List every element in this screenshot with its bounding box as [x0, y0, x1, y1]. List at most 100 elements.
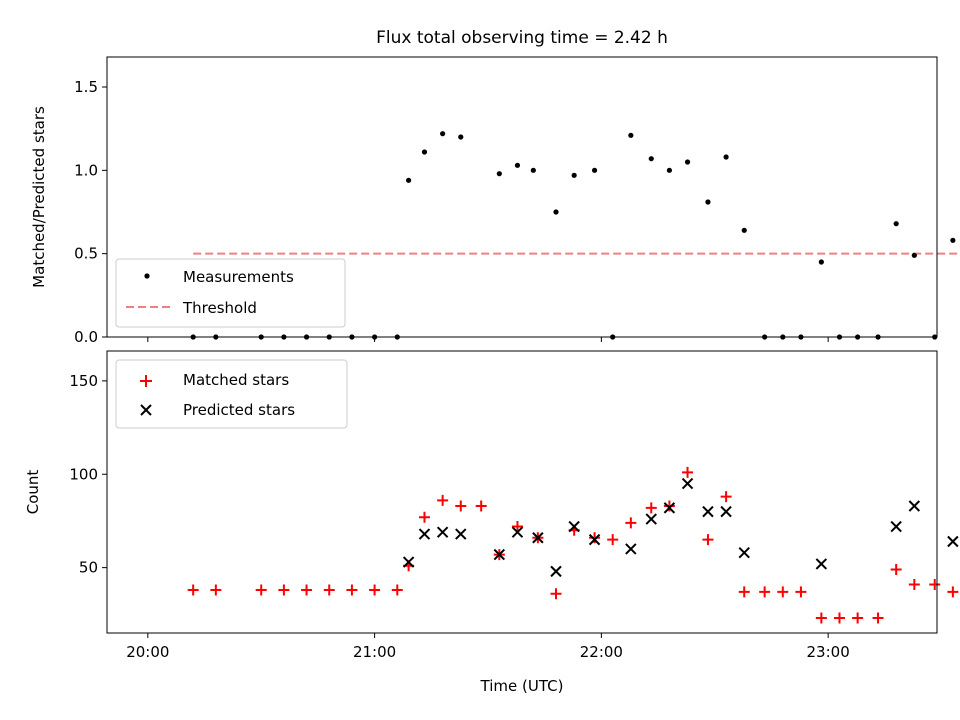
matched-star-point	[255, 584, 267, 596]
matched-star-point	[607, 534, 619, 546]
matched-star-point	[947, 586, 959, 598]
matched-star-point	[872, 612, 884, 624]
x-tick-label: 21:00	[353, 643, 396, 661]
predicted-star-point	[815, 558, 828, 570]
top-legend-box	[115, 258, 346, 328]
y-tick-label: 0.0	[74, 328, 98, 346]
measurement-point	[406, 177, 412, 183]
y-tick-label: 50	[79, 559, 98, 577]
matched-star-point	[418, 511, 430, 523]
matched-star-point	[589, 532, 601, 544]
measurement-point	[553, 209, 559, 215]
matched-star-point	[511, 521, 523, 533]
predicted-star-point	[455, 528, 467, 540]
matched-star-point	[187, 584, 199, 596]
measurement-point	[628, 132, 634, 138]
matched-star-point	[550, 588, 562, 600]
measurement-point	[514, 162, 521, 168]
matched-star-point	[278, 584, 290, 596]
matched-star-point	[929, 578, 941, 590]
predicted-star-point	[738, 546, 750, 559]
x-axis-label: Time (UTC)	[480, 677, 564, 695]
measurement-point	[723, 154, 729, 160]
legend-matched-marker	[140, 375, 152, 387]
predicted-star-point	[702, 505, 714, 518]
measurement-point	[440, 131, 446, 137]
predicted-star-point	[890, 520, 902, 533]
predicted-star-point	[720, 505, 732, 518]
measurement-point	[705, 199, 711, 205]
y-tick-label: 1.5	[74, 78, 98, 96]
measurement-point	[458, 134, 464, 140]
y-tick-label: 1.0	[74, 161, 98, 179]
matched-star-point	[682, 466, 694, 478]
bottom-axes-frame	[106, 350, 938, 634]
predicted-star-point	[568, 520, 580, 533]
x-tick-label: 23:00	[807, 643, 850, 661]
legend-threshold-label: Threshold	[182, 299, 257, 317]
predicted-star-point	[663, 502, 676, 514]
matched-star-point	[720, 491, 732, 503]
matched-star-point	[908, 578, 920, 590]
figure-title: Flux total observing time = 2.42 h	[376, 28, 668, 48]
measurement-point	[741, 227, 747, 233]
x-tick-label: 20:00	[126, 643, 169, 661]
matched-star-point	[852, 612, 864, 624]
matched-star-point	[759, 586, 771, 598]
measurement-point	[496, 171, 502, 177]
matched-star-point	[890, 564, 902, 576]
predicted-star-point	[493, 548, 506, 561]
bottom-y-label: Count	[24, 470, 42, 515]
predicted-star-point	[625, 543, 637, 555]
matched-star-point	[625, 517, 637, 529]
predicted-star-point	[908, 500, 921, 512]
measurement-point	[684, 159, 691, 165]
measurement-point	[648, 156, 654, 162]
legend-measurements-marker	[144, 273, 150, 279]
legend-measurements-label: Measurements	[183, 268, 294, 286]
matched-star-point	[455, 500, 467, 512]
predicted-star-point	[532, 532, 544, 544]
legend-predicted-label: Predicted stars	[183, 401, 295, 419]
predicted-star-point	[588, 533, 601, 546]
predicted-stars-points	[402, 477, 959, 578]
matched-star-point	[738, 586, 750, 598]
matched-star-point	[833, 612, 845, 624]
legend-predicted-marker	[140, 404, 152, 416]
bottom-legend-box	[115, 359, 348, 429]
y-tick-label: 150	[69, 372, 98, 390]
predicted-star-point	[402, 556, 415, 568]
measurement-point	[421, 149, 428, 155]
predicted-star-point	[436, 526, 449, 538]
matched-star-point	[301, 584, 313, 596]
top-panel: 0.0 0.5 1.0 1.5 Matched/Predicted stars Mea…	[30, 56, 960, 346]
matched-star-point	[369, 584, 381, 596]
matched-stars-points	[187, 466, 959, 624]
measurement-point	[530, 167, 536, 173]
bottom-y-axis: 50 100 150	[69, 372, 107, 577]
y-tick-label: 100	[69, 465, 98, 483]
x-tick-label: 22:00	[580, 643, 623, 661]
top-legend: Measurements Threshold	[115, 258, 346, 328]
predicted-star-point	[947, 535, 959, 548]
y-tick-label: 0.5	[74, 245, 98, 263]
measurement-point	[818, 259, 824, 265]
matched-star-point	[815, 612, 827, 624]
matched-star-point	[323, 584, 335, 596]
predicted-star-point	[511, 526, 524, 538]
measurement-point	[911, 252, 917, 258]
matched-star-point	[475, 500, 487, 512]
measurement-point	[571, 172, 577, 178]
matched-star-point	[645, 502, 657, 514]
top-y-axis: 0.0 0.5 1.0 1.5	[74, 78, 107, 346]
top-y-label: Matched/Predicted stars	[30, 106, 48, 288]
matched-star-point	[702, 534, 714, 546]
predicted-star-point	[418, 528, 431, 540]
matched-star-point	[437, 494, 449, 506]
measurement-point	[591, 167, 598, 173]
matched-star-point	[795, 586, 807, 598]
predicted-star-point	[645, 513, 657, 525]
top-x-ticks	[147, 337, 829, 342]
matched-star-point	[663, 500, 675, 512]
